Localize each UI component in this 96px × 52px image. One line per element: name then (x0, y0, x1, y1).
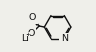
Text: Li: Li (21, 34, 29, 43)
Text: O: O (27, 29, 35, 38)
Text: +: + (26, 32, 31, 37)
Text: N: N (61, 34, 68, 43)
Text: O: O (29, 13, 36, 22)
